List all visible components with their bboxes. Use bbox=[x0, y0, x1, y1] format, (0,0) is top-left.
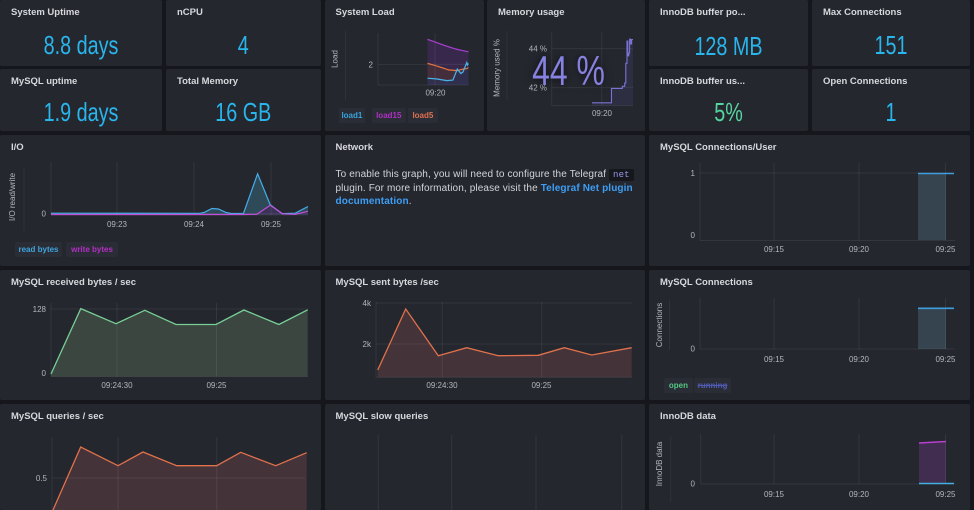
svg-text:Connections: Connections bbox=[655, 303, 664, 347]
svg-text:09:25: 09:25 bbox=[206, 381, 227, 390]
svg-text:09:24: 09:24 bbox=[184, 220, 205, 229]
svg-text:09:15: 09:15 bbox=[764, 245, 785, 254]
svg-text:09:25: 09:25 bbox=[935, 245, 956, 254]
svg-text:0: 0 bbox=[691, 231, 696, 240]
svg-text:09:15: 09:15 bbox=[764, 490, 785, 499]
svg-text:09:25: 09:25 bbox=[935, 355, 956, 364]
svg-text:0: 0 bbox=[42, 209, 47, 218]
svg-text:42 %: 42 % bbox=[529, 84, 547, 93]
svg-text:1: 1 bbox=[691, 169, 696, 178]
svg-text:09:23: 09:23 bbox=[107, 220, 128, 229]
svg-text:128: 128 bbox=[33, 305, 47, 314]
svg-text:09:20: 09:20 bbox=[849, 245, 870, 254]
svg-text:09:24:30: 09:24:30 bbox=[101, 381, 133, 390]
svg-text:0: 0 bbox=[691, 480, 696, 489]
svg-text:InnoDB data: InnoDB data bbox=[655, 441, 664, 486]
svg-text:I/O read/write: I/O read/write bbox=[8, 172, 17, 221]
svg-text:4k: 4k bbox=[362, 299, 371, 308]
svg-text:0: 0 bbox=[42, 369, 47, 378]
svg-text:Memory used %: Memory used % bbox=[493, 39, 502, 97]
svg-text:Load: Load bbox=[330, 50, 339, 68]
svg-text:09:15: 09:15 bbox=[764, 355, 785, 364]
svg-text:44 %: 44 % bbox=[529, 45, 547, 54]
svg-text:09:20: 09:20 bbox=[849, 490, 870, 499]
svg-text:09:20: 09:20 bbox=[592, 109, 613, 118]
svg-text:09:20: 09:20 bbox=[425, 89, 446, 98]
svg-text:0: 0 bbox=[691, 344, 696, 353]
svg-text:09:20: 09:20 bbox=[849, 355, 870, 364]
svg-text:2: 2 bbox=[368, 60, 373, 69]
svg-text:0.5: 0.5 bbox=[36, 474, 48, 483]
svg-text:2k: 2k bbox=[362, 340, 371, 349]
svg-text:09:25: 09:25 bbox=[261, 220, 282, 229]
svg-text:09:25: 09:25 bbox=[935, 490, 956, 499]
svg-text:09:25: 09:25 bbox=[531, 381, 552, 390]
svg-text:09:24:30: 09:24:30 bbox=[426, 381, 458, 390]
